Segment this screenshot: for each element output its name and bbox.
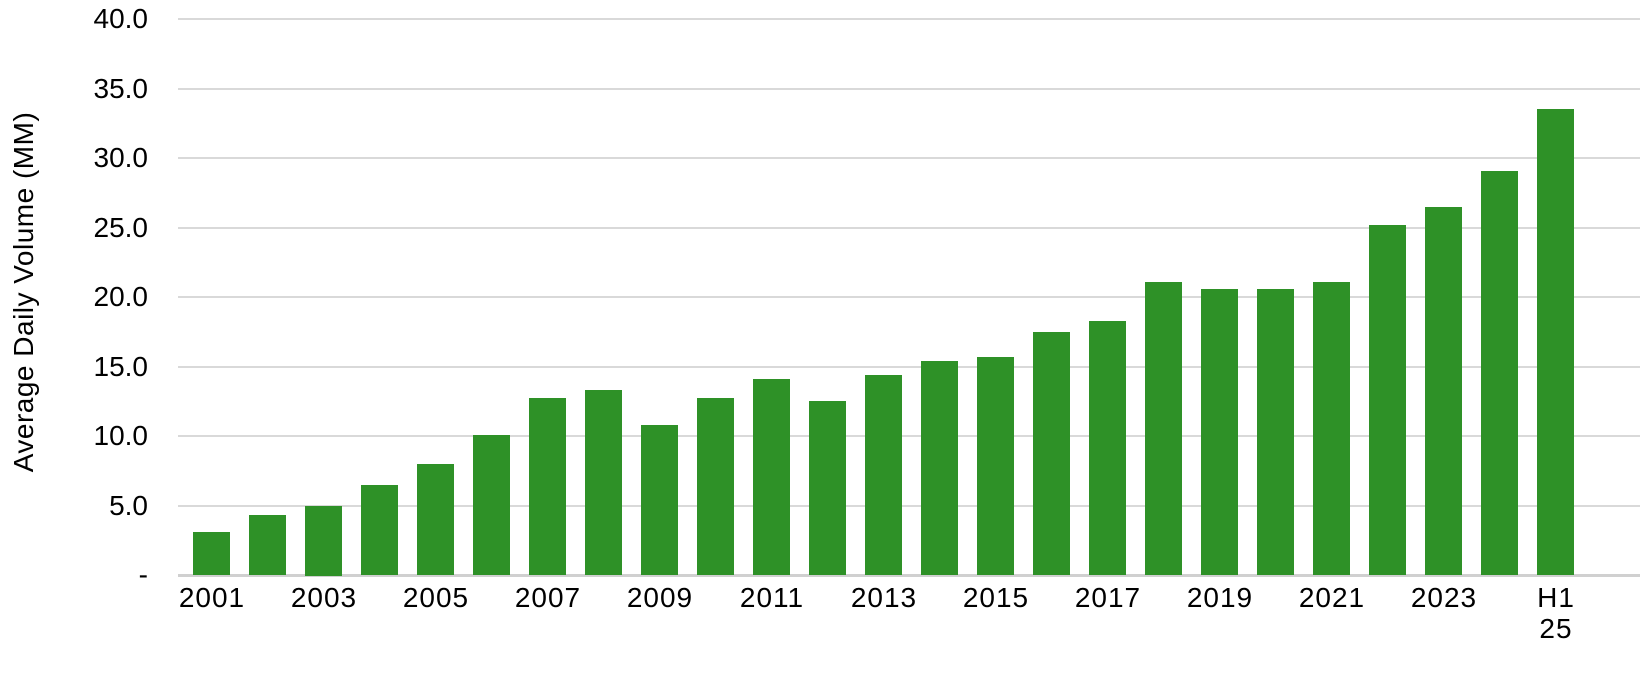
bar-2010	[697, 398, 734, 575]
y-tick-label: 10.0	[93, 420, 149, 451]
x-tick-label: 2001	[178, 582, 246, 613]
gridline	[178, 435, 1640, 437]
gridline	[178, 227, 1640, 229]
bar-2008	[585, 390, 622, 575]
bar-2018	[1145, 282, 1182, 575]
bar-2012	[809, 401, 846, 575]
y-tick-label: 40.0	[93, 3, 149, 34]
y-tick-label: 15.0	[93, 351, 149, 382]
x-tick-label: 2013	[850, 582, 918, 613]
gridline	[178, 366, 1640, 368]
bar-h1-25	[1537, 109, 1574, 575]
bar-2016	[1033, 332, 1070, 575]
gridline	[178, 296, 1640, 298]
gridline	[178, 505, 1640, 507]
bar-2009	[641, 425, 678, 575]
bar-2023	[1425, 207, 1462, 575]
bar-2006	[473, 435, 510, 575]
bar-2004	[361, 485, 398, 575]
bar-2013	[865, 375, 902, 575]
bar-2005	[417, 464, 454, 575]
gridline	[178, 18, 1640, 20]
y-tick-label: 20.0	[93, 281, 149, 312]
x-tick-label: 2005	[402, 582, 470, 613]
bar-2011	[753, 379, 790, 575]
bar-2021	[1313, 282, 1350, 575]
x-tick-label: 2011	[739, 582, 805, 613]
x-tick-label: H1 25	[1537, 582, 1575, 644]
x-tick-label: 2009	[626, 582, 694, 613]
x-tick-label: 2015	[962, 582, 1030, 613]
x-tick-label: 2023	[1410, 582, 1478, 613]
y-tick-label: 35.0	[93, 73, 149, 104]
y-tick-label: -	[138, 559, 148, 590]
x-tick-label: 2003	[290, 582, 358, 613]
bar-2019	[1201, 289, 1238, 575]
x-axis-line	[178, 574, 1640, 577]
x-tick-label: 2007	[514, 582, 582, 613]
bar-2003	[305, 506, 342, 576]
x-tick-label: 2019	[1186, 582, 1254, 613]
bar-2022	[1369, 225, 1406, 575]
x-tick-label: 2017	[1074, 582, 1142, 613]
gridline	[178, 88, 1640, 90]
y-tick-label: 5.0	[109, 490, 148, 521]
bar-2017	[1089, 321, 1126, 575]
bar-2007	[529, 398, 566, 575]
bar-2020	[1257, 289, 1294, 575]
y-tick-label: 30.0	[93, 142, 149, 173]
y-tick-label: 25.0	[93, 212, 149, 243]
bar-2014	[921, 361, 958, 575]
bar-2001	[193, 532, 230, 575]
bar-2002	[249, 515, 286, 575]
x-tick-label: 2021	[1298, 582, 1366, 613]
bar-2015	[977, 357, 1014, 575]
gridline	[178, 157, 1640, 159]
bar-2024	[1481, 171, 1518, 575]
